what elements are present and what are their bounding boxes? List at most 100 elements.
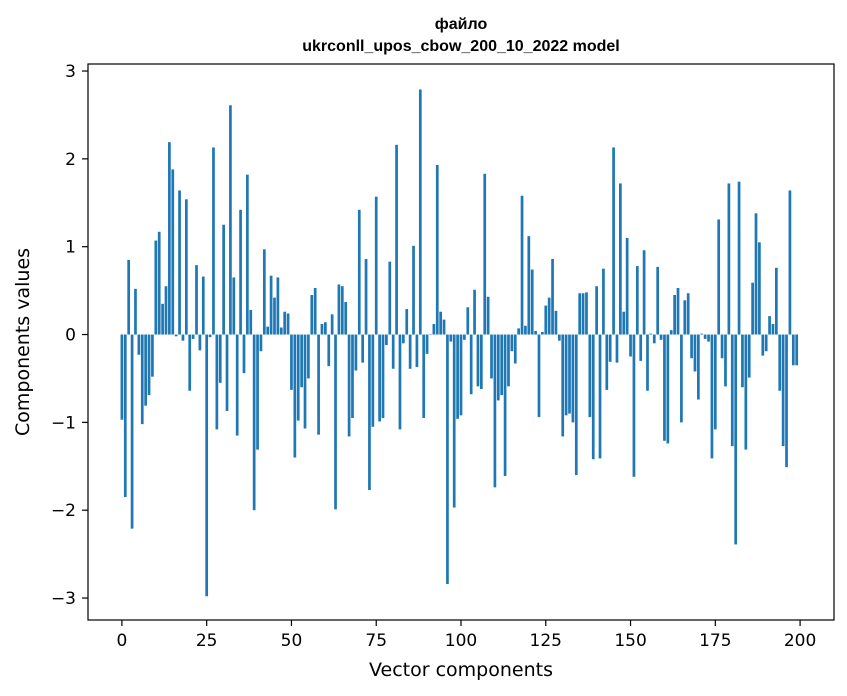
bar: [422, 334, 426, 418]
bar: [262, 249, 266, 335]
bar: [252, 334, 256, 511]
bar: [364, 259, 368, 335]
bar: [476, 334, 480, 387]
bar: [557, 334, 561, 341]
bar: [537, 334, 541, 418]
bar: [283, 311, 287, 335]
bar: [741, 334, 744, 388]
bar: [758, 242, 761, 335]
bar: [381, 334, 385, 418]
bar: [520, 195, 524, 335]
bar: [466, 307, 470, 335]
bar: [683, 300, 687, 335]
bar: [442, 319, 446, 335]
plot-frame: [87, 63, 835, 621]
bar: [700, 333, 704, 335]
bar: [561, 334, 565, 437]
bar: [276, 277, 280, 335]
chart-title: файло: [435, 16, 488, 33]
bar: [134, 288, 137, 335]
bar: [635, 266, 639, 335]
bar: [357, 209, 361, 335]
bar: [371, 334, 375, 427]
bar: [554, 310, 558, 335]
x-tick-label: 75: [365, 631, 387, 651]
bar: [351, 334, 354, 418]
bar: [235, 334, 239, 436]
bar: [402, 334, 405, 344]
x-tick-label: 0: [116, 631, 127, 651]
bar: [469, 334, 473, 395]
bar: [320, 323, 324, 335]
bar: [205, 334, 209, 597]
bar: [208, 334, 212, 338]
bar: [771, 323, 775, 335]
bar: [629, 334, 632, 357]
bar: [188, 334, 192, 391]
bar: [717, 219, 721, 335]
bar: [768, 316, 771, 335]
bar: [161, 303, 164, 335]
bar: [215, 334, 219, 430]
bar: [256, 334, 259, 450]
bar: [412, 245, 415, 335]
bar: [517, 328, 520, 335]
bar: [405, 309, 409, 335]
bar: [730, 334, 734, 447]
bar: [140, 334, 144, 425]
bar: [602, 268, 605, 335]
bar: [754, 213, 758, 335]
bar: [496, 334, 500, 401]
bar: [296, 334, 300, 421]
bars-group: [120, 89, 799, 597]
bar: [218, 334, 222, 383]
bar: [585, 292, 588, 335]
bar: [785, 334, 788, 468]
bar: [652, 334, 656, 344]
bar: [676, 287, 680, 335]
bar: [310, 295, 314, 335]
bar: [564, 334, 568, 416]
bar: [418, 89, 422, 335]
bar: [507, 334, 510, 387]
bar: [781, 334, 785, 447]
bar: [751, 282, 754, 335]
bar: [591, 334, 595, 460]
bar: [269, 275, 273, 335]
bar: [483, 173, 487, 335]
bar: [446, 334, 449, 584]
bar: [330, 314, 334, 335]
bar: [734, 334, 738, 545]
bar: [130, 334, 134, 529]
bar: [551, 259, 554, 335]
chart-subtitle: ukrconll_upos_cbow_200_10_2022 model: [302, 38, 619, 55]
bar: [666, 334, 670, 444]
bar: [524, 325, 527, 335]
bar: [198, 334, 202, 351]
y-tick-label: 3: [65, 62, 76, 82]
y-tick-label: −1: [51, 413, 76, 433]
bar: [385, 334, 388, 346]
bar: [449, 334, 453, 342]
bar: [710, 334, 714, 459]
bar: [656, 266, 660, 335]
bar: [642, 250, 646, 335]
bar: [619, 183, 622, 335]
bar: [212, 147, 215, 335]
x-tick-label: 50: [281, 631, 303, 651]
bar: [625, 237, 629, 335]
bar: [324, 322, 327, 335]
bar: [764, 334, 768, 352]
bar: [181, 334, 185, 341]
bar: [300, 334, 303, 388]
bar: [395, 144, 398, 335]
bar: [612, 147, 615, 335]
bar: [266, 326, 270, 335]
bar: [378, 334, 381, 422]
bar: [334, 334, 337, 510]
bar: [500, 334, 504, 396]
bar: [541, 331, 544, 335]
bar: [249, 309, 253, 335]
bar: [510, 334, 514, 352]
